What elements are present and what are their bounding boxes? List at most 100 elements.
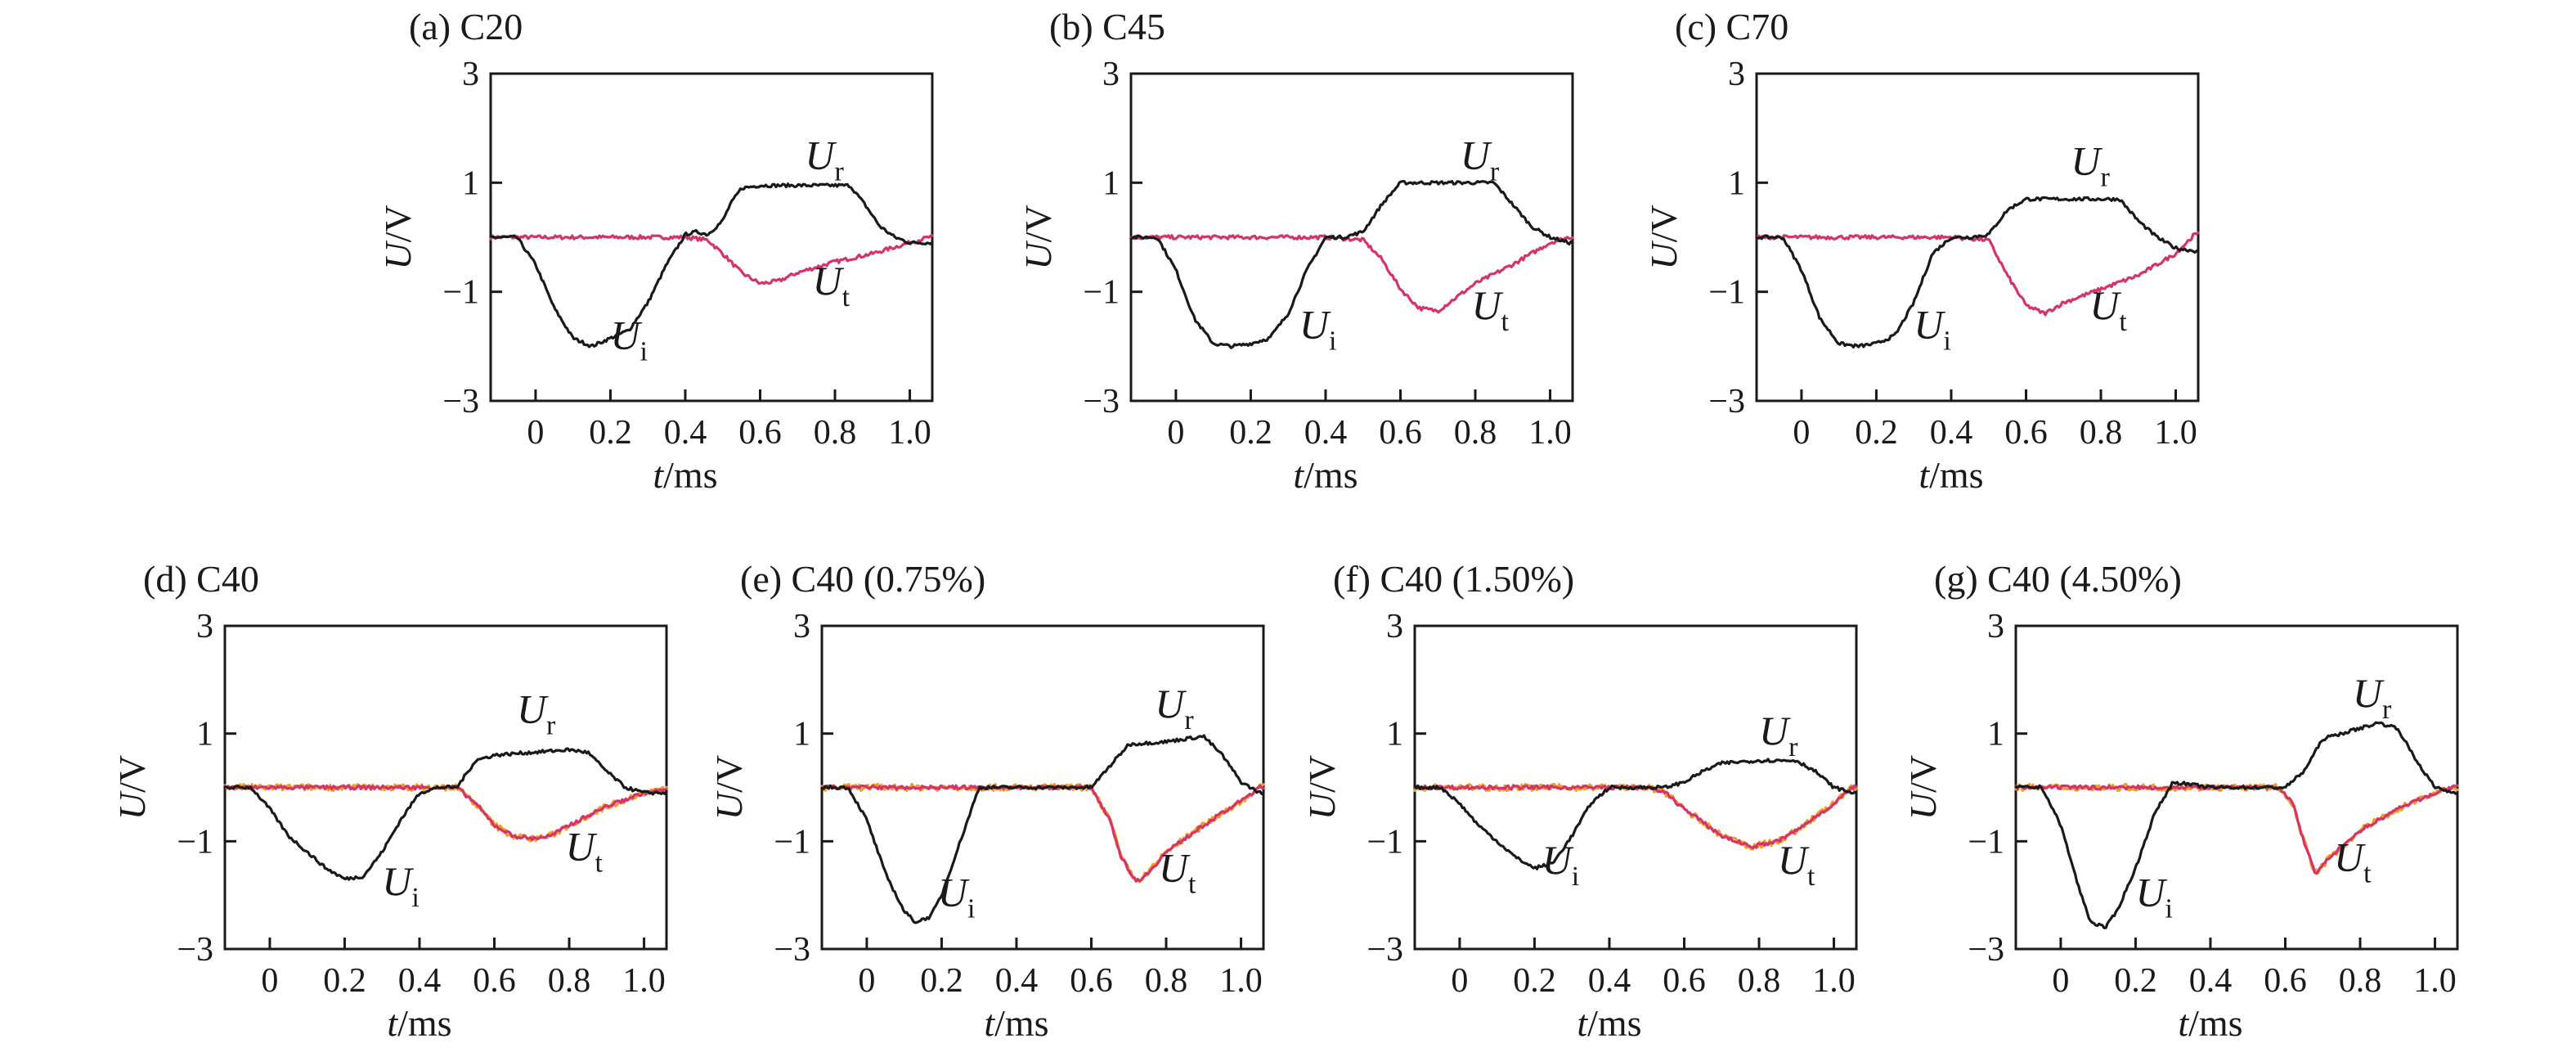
x-tick-label: 0.6	[738, 414, 782, 452]
series-annotation: Ui	[610, 313, 648, 367]
x-tick-label: 0.8	[548, 962, 591, 1000]
panel-title: (a) C20	[409, 6, 523, 47]
x-tick-label: 0.4	[1304, 414, 1348, 452]
x-tick-label: 0.2	[2114, 962, 2157, 1000]
y-tick-label: −1	[1968, 823, 2004, 861]
x-axis-label: t/ms	[1919, 454, 1983, 496]
x-tick-label: 0.4	[2189, 962, 2233, 1000]
series-line-incident-reflected	[489, 182, 934, 349]
panel-title: (c) C70	[1675, 6, 1788, 47]
series-line-incident-reflected	[1755, 196, 2200, 349]
y-tick-label: 3	[196, 608, 213, 645]
series-annotation: Ut	[1471, 282, 1509, 337]
x-axis-label: t/ms	[2178, 1002, 2242, 1044]
x-tick-label: 0.6	[2264, 962, 2307, 1000]
y-tick-label: 3	[462, 56, 479, 93]
x-tick-label: 0	[858, 962, 875, 1000]
x-tick-label: 1.0	[888, 414, 931, 452]
y-tick-label: 3	[1987, 608, 2004, 645]
panel-title: (g) C40 (4.50%)	[1934, 558, 2182, 600]
y-axis-label: U/V	[1301, 755, 1343, 820]
x-tick-label: 1.0	[2413, 962, 2457, 1000]
series-line-transmitted	[1755, 232, 2200, 317]
x-tick-label: 0	[1167, 414, 1184, 452]
series-line-transmitted-noise	[2014, 783, 2459, 875]
x-tick-label: 0.6	[1379, 414, 1422, 452]
y-tick-label: 1	[196, 716, 213, 753]
series-annotation: Ut	[2089, 282, 2127, 337]
panel-title: (b) C45	[1049, 6, 1165, 47]
y-tick-label: −1	[1367, 823, 1403, 861]
series-annotation: Ui	[938, 869, 976, 924]
x-tick-label: 0	[261, 962, 278, 1000]
series-line-incident-reflected	[820, 734, 1265, 924]
x-tick-label: 0	[1451, 962, 1468, 1000]
series-line-transmitted-noise	[223, 783, 668, 843]
series-line-incident-reflected	[2014, 721, 2459, 929]
series-annotation: Ur	[1461, 133, 1500, 187]
y-tick-label: −3	[1968, 931, 2004, 969]
series-line-incident-reflected	[1413, 758, 1858, 870]
x-tick-label: 0.6	[2004, 414, 2048, 452]
x-axis-label: t/ms	[653, 454, 717, 496]
y-axis-label: U/V	[1643, 205, 1685, 269]
x-tick-label: 0	[2052, 962, 2069, 1000]
chart-panel: (a) C20 −3 −1 1 3 0 0.2 0.4 0.6 0.8 1.0 t/ms U/V Ur Ut…	[377, 6, 934, 496]
chart-panel: (e) C40 (0.75%) −3 −1 1 3 0 0.2 0.4 0.6 0.8 1.0 t/m…	[708, 558, 1265, 1044]
x-tick-label: 0.6	[473, 962, 516, 1000]
series-annotation: Ut	[1159, 845, 1196, 900]
y-tick-label: −3	[442, 383, 479, 421]
x-tick-label: 1.0	[2154, 414, 2197, 452]
series-annotation: Ur	[517, 686, 556, 741]
x-tick-label: 0.8	[814, 414, 857, 452]
y-tick-label: 3	[1728, 56, 1745, 93]
x-tick-label: 0	[1793, 414, 1810, 452]
y-axis-label: U/V	[708, 755, 750, 820]
series-annotation: Ur	[2071, 137, 2110, 192]
y-axis-label: U/V	[1902, 755, 1944, 820]
x-tick-label: 0.8	[2339, 962, 2382, 1000]
x-tick-label: 0.4	[664, 414, 707, 452]
x-tick-label: 0.6	[1663, 962, 1706, 1000]
y-tick-label: 1	[1102, 164, 1120, 202]
x-tick-label: 0.8	[1454, 414, 1497, 452]
series-line-incident-reflected	[1129, 179, 1574, 349]
y-tick-label: 1	[1728, 164, 1745, 202]
x-tick-label: 0.6	[1070, 962, 1113, 1000]
series-annotation: Ui	[1542, 837, 1580, 892]
x-tick-label: 0.2	[1855, 414, 1898, 452]
panel-title: (e) C40 (0.75%)	[740, 558, 985, 600]
series-annotation: Ur	[1155, 681, 1194, 735]
y-tick-label: 1	[1386, 716, 1403, 753]
chart-panel: (g) C40 (4.50%) −3 −1 1 3 0 0.2 0.4 0.6 0.8 1.0 t/m…	[1902, 558, 2459, 1044]
series-line-transmitted-noise	[820, 783, 1265, 884]
series-annotation: Ut	[1778, 837, 1815, 892]
y-tick-label: 1	[462, 164, 479, 202]
series-annotation: Ur	[805, 133, 844, 187]
y-tick-label: −1	[774, 823, 810, 861]
x-tick-label: 0.2	[589, 414, 632, 452]
chart-panel: (b) C45 −3 −1 1 3 0 0.2 0.4 0.6 0.8 1.0 t/ms U/V Ur Ut…	[1017, 6, 1574, 496]
x-tick-label: 0.8	[1738, 962, 1781, 1000]
series-line-transmitted	[1129, 234, 1574, 314]
chart-panel: (c) C70 −3 −1 1 3 0 0.2 0.4 0.6 0.8 1.0 t/ms U/V Ur Ut…	[1643, 6, 2200, 496]
x-tick-label: 1.0	[1812, 962, 1856, 1000]
x-tick-label: 0.4	[398, 962, 442, 1000]
panel-title: (d) C40	[143, 558, 259, 600]
y-axis-label: U/V	[111, 755, 153, 820]
x-tick-label: 1.0	[1528, 414, 1572, 452]
y-tick-label: 1	[1987, 716, 2004, 753]
series-annotation: Ut	[565, 823, 603, 878]
x-axis-label: t/ms	[1577, 1002, 1641, 1044]
series-annotation: Ui	[2135, 869, 2173, 924]
x-axis-label: t/ms	[387, 1002, 451, 1044]
y-tick-label: −3	[1367, 931, 1403, 969]
y-tick-label: −3	[177, 931, 213, 969]
series-annotation: Ur	[2353, 670, 2392, 725]
x-tick-label: 0.8	[2080, 414, 2123, 452]
x-tick-label: 0.4	[995, 962, 1039, 1000]
y-tick-label: −3	[774, 931, 810, 969]
y-tick-label: 3	[793, 608, 810, 645]
y-axis-label: U/V	[1017, 205, 1059, 269]
y-tick-label: −1	[1083, 274, 1120, 312]
